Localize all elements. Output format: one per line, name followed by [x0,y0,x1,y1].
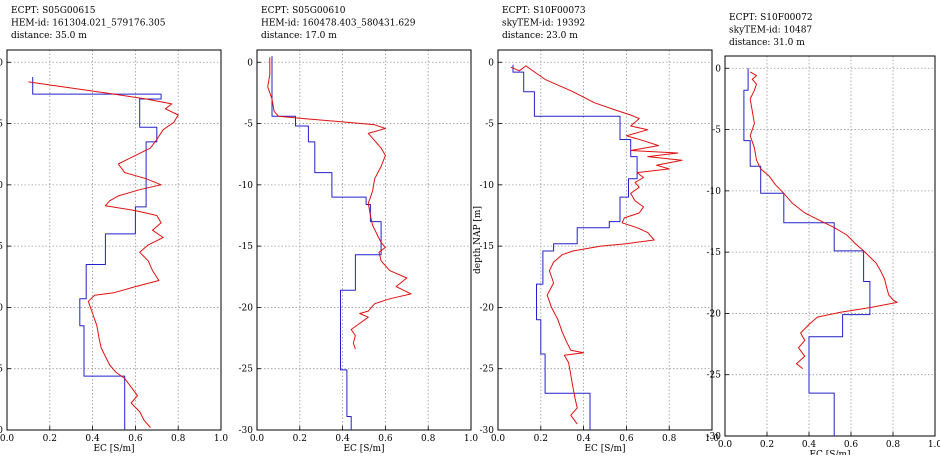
x-tick-label: 0.4 [802,440,817,450]
x-tick-label: 0.6 [378,434,393,444]
y-tick-label: -20 [707,309,722,319]
x-axis-label: EC [S/m] [343,444,384,454]
chart-panel-4: ECPT: S10F00072 skyTEM-id: 10487 distance:… [707,13,940,455]
y-tick-label: -10 [239,181,254,191]
y-tick-label: -30 [239,426,254,436]
y-tick-label: -5 [0,120,3,130]
plot-frame [498,50,712,430]
chart-header-line: ECPT: S05G00615 [11,6,96,16]
x-tick-label: 0.2 [293,434,307,444]
y-tick-label: 0 [0,58,3,68]
chart-header-line: ECPT: S05G00610 [261,6,346,16]
x-tick-label: 0.4 [576,434,591,444]
y-tick-label: -10 [480,181,495,191]
y-tick-label: -5 [712,126,721,136]
y-tick-label: -15 [0,242,3,252]
y-tick-label: -10 [0,181,3,191]
chart-header-line: skyTEM-id: 19392 [502,19,585,29]
x-tick-label: 0.6 [619,434,634,444]
x-tick-label: 0.8 [662,434,677,444]
chart-header-line: distance: 31.0 m [729,38,805,48]
x-tick-label: 0.4 [85,434,100,444]
x-tick-label: 0.4 [335,434,350,444]
y-tick-label: -15 [707,248,722,258]
chart-header-line: distance: 23.0 m [502,31,578,41]
chart-header-line: HEM-id: 161304.021_579176.305 [11,19,166,29]
x-tick-label: 0.2 [43,434,57,444]
y-tick-label: -25 [0,365,3,375]
plot-frame [725,56,935,436]
x-axis-label: EC [S/m] [584,444,625,454]
series-line-measured [268,57,411,349]
chart-panel-3: ECPT: S10F00073 skyTEM-id: 19392 distance:… [473,6,719,454]
y-tick-label: -25 [707,371,722,381]
x-tick-label: 0.2 [534,434,548,444]
chart-panel-1: ECPT: S05G00615 HEM-id: 161304.021_579176… [0,6,228,454]
x-tick-label: 0.8 [421,434,436,444]
y-tick-label: -25 [239,365,254,375]
y-tick-label: -30 [0,426,3,436]
chart-header-line: skyTEM-id: 10487 [729,26,812,36]
y-tick-label: -5 [244,120,253,130]
chart-header-line: ECPT: S10F00073 [502,6,586,16]
y-tick-label: -5 [485,120,494,130]
series-line-step [33,77,161,430]
y-tick-label: -25 [480,365,495,375]
y-tick-label: 0 [715,64,721,74]
y-tick-label: -15 [239,242,254,252]
x-tick-label: 0.6 [844,440,859,450]
x-tick-label: 1.0 [928,440,940,450]
y-tick-label: -30 [707,432,722,442]
plot-frame [7,50,221,430]
plot-frame [257,50,471,430]
chart-header-line: distance: 17.0 m [261,31,337,41]
chart-header-line: distance: 35.0 m [11,31,87,41]
y-tick-label: -30 [480,426,495,436]
x-tick-label: 0.8 [171,434,186,444]
x-tick-label: 0.8 [886,440,901,450]
y-tick-label: -20 [480,303,495,313]
y-axis-label: depth NAP [m] [473,206,483,274]
y-tick-label: 0 [247,58,253,68]
y-tick-label: -20 [239,303,254,313]
series-line-step [513,65,637,430]
series-line-step [272,56,381,430]
x-tick-label: 0.2 [760,440,774,450]
x-tick-label: 0.6 [128,434,143,444]
y-tick-label: -10 [707,187,722,197]
chart-header-line: HEM-id: 160478.403_580431.629 [261,19,416,29]
chart-panel-2: ECPT: S05G00610 HEM-id: 160478.403_580431… [239,6,479,454]
x-tick-label: 1.0 [464,434,479,444]
y-tick-label: -20 [0,303,3,313]
series-line-measured [511,66,682,424]
x-axis-label: EC [S/m] [93,444,134,454]
x-tick-label: 1.0 [214,434,229,444]
series-line-measured [750,72,897,369]
x-axis-label: EC [S/m] [809,450,850,455]
y-tick-label: 0 [488,58,494,68]
chart-header-line: ECPT: S10F00072 [729,13,813,23]
